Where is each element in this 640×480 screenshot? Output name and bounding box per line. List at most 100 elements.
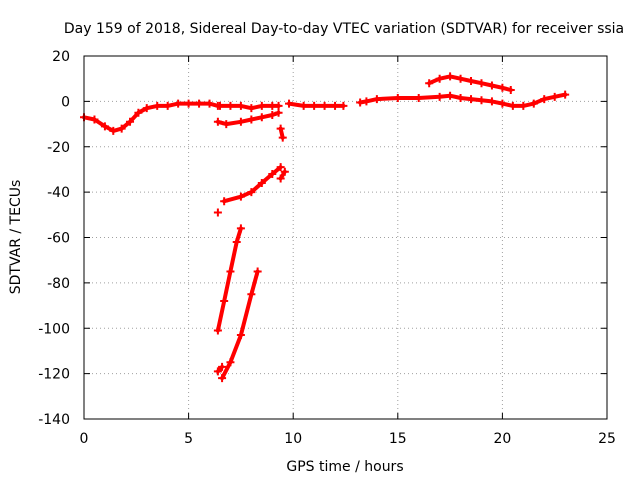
plot-frame — [83, 55, 608, 420]
data-point — [320, 101, 329, 110]
data-point — [257, 101, 266, 110]
data-point — [498, 83, 507, 92]
data-point — [467, 76, 476, 85]
chart-title: Day 159 of 2018, Sidereal Day-to-day VTE… — [64, 21, 624, 37]
data-point — [487, 97, 496, 106]
data-point — [285, 99, 294, 108]
y-tick-label: -20 — [47, 140, 70, 156]
data-point — [220, 197, 229, 206]
data-point — [213, 117, 222, 126]
series-layer — [80, 72, 570, 383]
series-seg9 — [213, 362, 227, 376]
series-seg2 — [215, 101, 283, 113]
data-point — [247, 115, 256, 124]
x-tick-label: 10 — [284, 431, 302, 447]
data-point — [477, 79, 486, 88]
y-tick-label: -120 — [38, 367, 70, 383]
data-point — [163, 101, 172, 110]
data-point — [362, 97, 371, 106]
data-point — [218, 362, 227, 371]
data-point — [274, 108, 283, 117]
series-seg7 — [213, 208, 222, 217]
y-tick-label: 20 — [52, 49, 70, 65]
data-point — [487, 81, 496, 90]
data-point — [253, 267, 262, 276]
data-point — [276, 174, 285, 183]
data-point — [174, 99, 183, 108]
data-point — [236, 117, 245, 126]
x-tick-label: 5 — [184, 431, 193, 447]
x-axis-label: GPS time / hours — [286, 459, 403, 475]
data-point — [414, 93, 423, 102]
data-point — [274, 101, 283, 110]
series-seg1 — [80, 99, 222, 135]
data-point — [215, 101, 224, 110]
data-point — [126, 117, 135, 126]
data-point — [425, 79, 434, 88]
data-point — [550, 92, 559, 101]
y-tick-label: 0 — [61, 94, 70, 110]
axis-ticks: -140 -120 -100 -80 -60 -40 -20 0 20 0 5 10 15 20 25 — [38, 49, 616, 447]
data-point — [205, 99, 214, 108]
data-point — [540, 95, 549, 104]
data-point — [435, 74, 444, 83]
data-point — [268, 110, 277, 119]
data-point — [257, 113, 266, 122]
data-point — [226, 358, 235, 367]
data-point — [508, 101, 517, 110]
y-axis-label: SDTVAR / TECUs — [8, 180, 24, 295]
data-point — [339, 101, 348, 110]
data-point — [446, 91, 455, 100]
y-tick-label: -140 — [38, 412, 70, 428]
data-point — [213, 367, 222, 376]
series-seg10 — [218, 267, 262, 383]
data-point — [276, 124, 285, 133]
data-point — [236, 192, 245, 201]
data-point — [226, 267, 235, 276]
y-tick-label: -80 — [47, 276, 70, 292]
data-point — [506, 86, 515, 95]
data-point — [213, 208, 222, 217]
data-point — [90, 115, 99, 124]
data-point — [519, 101, 528, 110]
x-tick-label: 25 — [598, 431, 616, 447]
data-point — [356, 98, 365, 107]
data-point — [184, 99, 193, 108]
data-point — [257, 179, 266, 188]
data-point — [276, 163, 285, 172]
data-point — [226, 101, 235, 110]
data-point — [393, 93, 402, 102]
data-point — [280, 167, 289, 176]
y-tick-label: -100 — [38, 321, 70, 337]
data-point — [236, 224, 245, 233]
y-tick-label: -60 — [47, 231, 70, 247]
data-point — [236, 101, 245, 110]
series-seg6 — [276, 167, 289, 183]
data-point — [299, 101, 308, 110]
data-point — [467, 95, 476, 104]
series-seg12 — [356, 90, 570, 110]
data-point — [100, 122, 109, 131]
data-point — [247, 188, 256, 197]
data-point — [222, 120, 231, 129]
x-tick-label: 0 — [80, 431, 89, 447]
data-point — [331, 101, 340, 110]
data-point — [435, 92, 444, 101]
data-point — [213, 326, 222, 335]
y-tick-label: -40 — [47, 185, 70, 201]
grid — [84, 56, 607, 419]
data-point — [117, 124, 126, 133]
series-seg11 — [285, 99, 348, 110]
data-point — [247, 104, 256, 113]
series-seg3 — [213, 108, 283, 129]
data-point — [195, 99, 204, 108]
data-point — [278, 133, 287, 142]
data-point — [153, 101, 162, 110]
series-seg8 — [213, 224, 245, 335]
data-point — [446, 72, 455, 81]
x-tick-label: 15 — [389, 431, 407, 447]
series-seg13 — [425, 72, 515, 95]
x-tick-label: 20 — [493, 431, 511, 447]
data-point — [232, 238, 241, 247]
